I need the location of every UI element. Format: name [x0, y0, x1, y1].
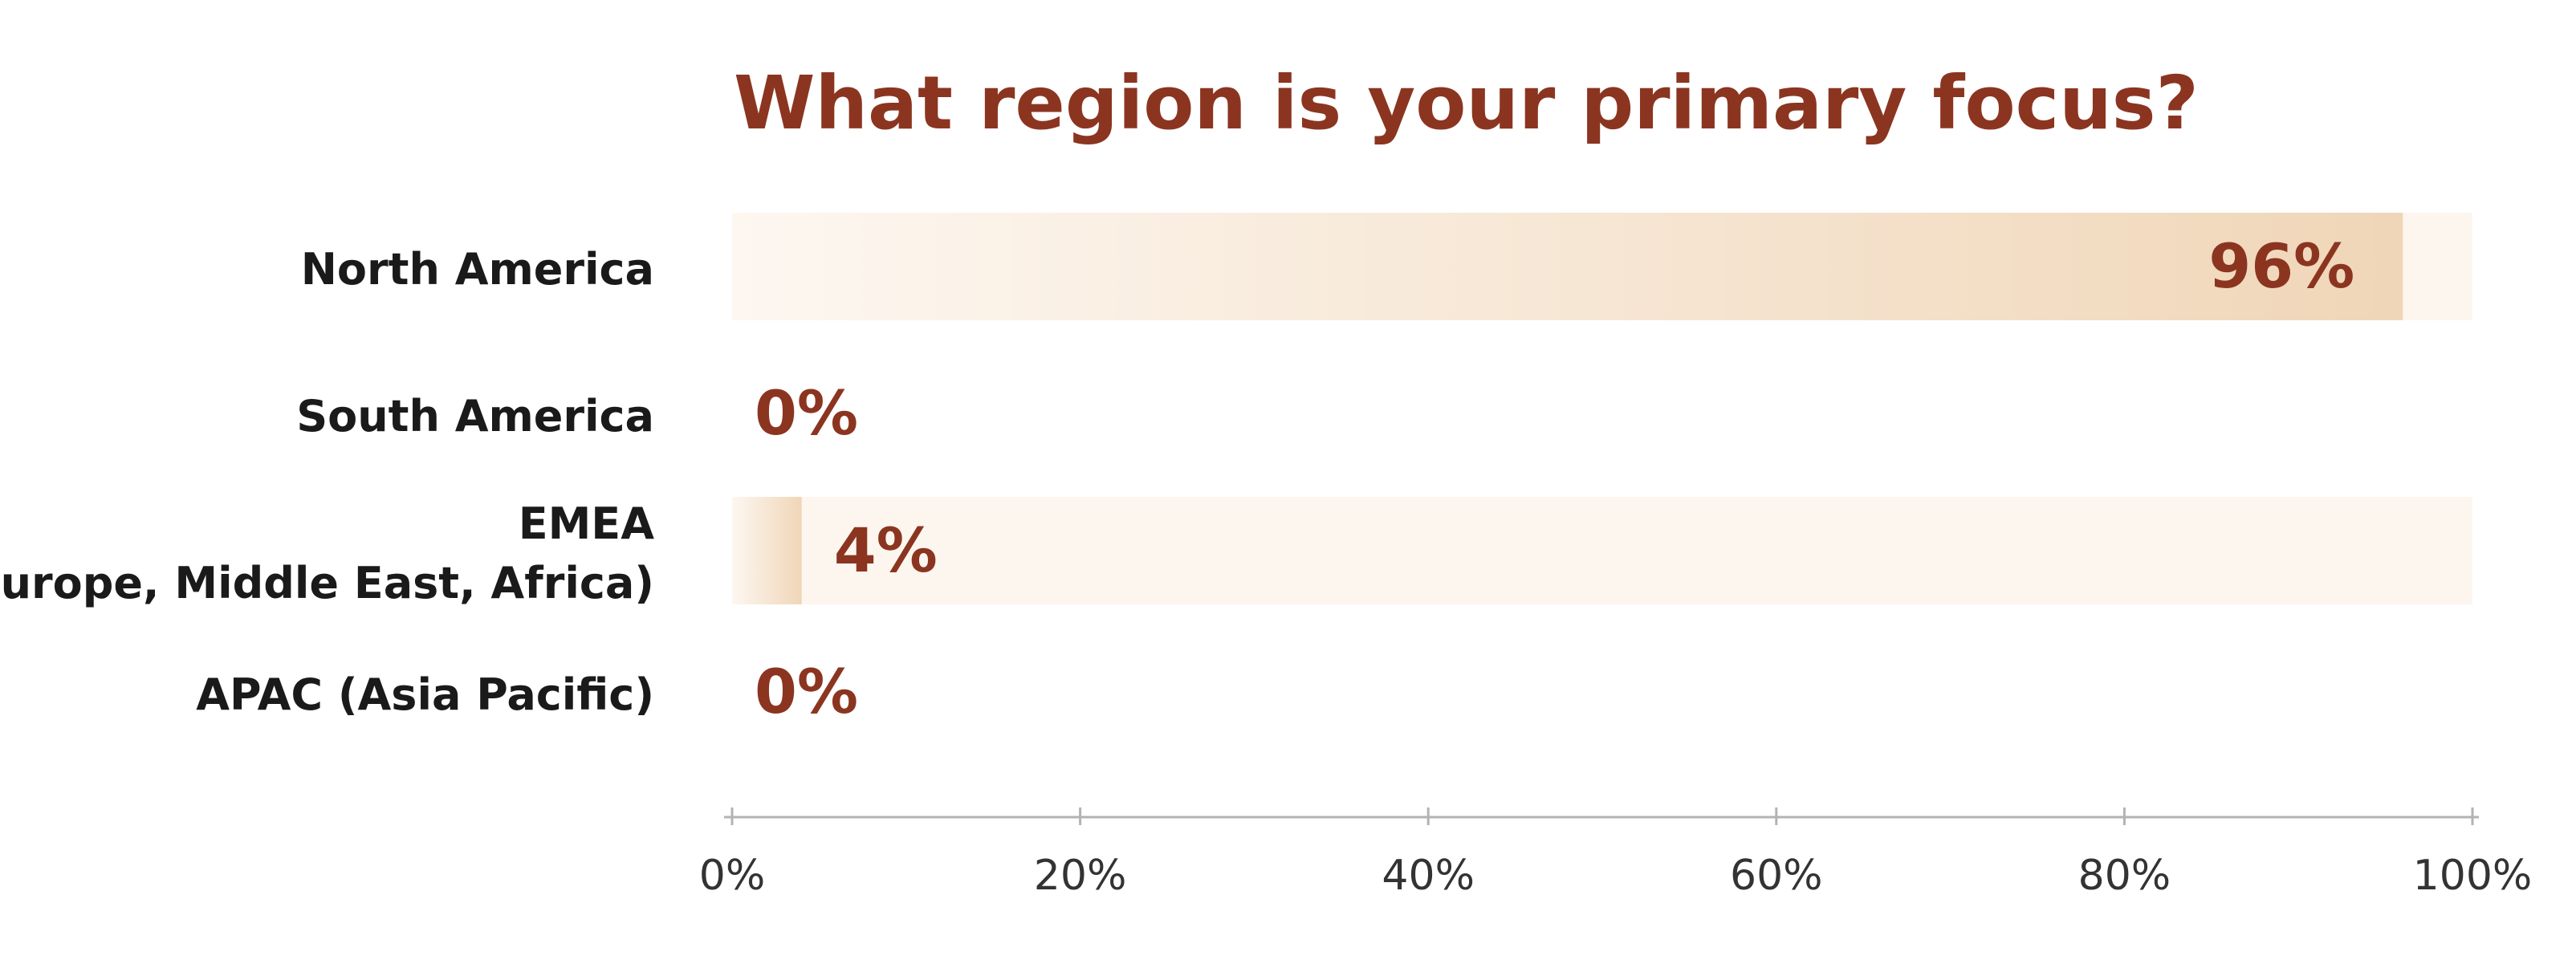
- x-tick-label: 0%: [699, 852, 766, 900]
- bar: [732, 213, 2403, 320]
- x-axis: 0% 20% 40% 60% 80% 100%: [699, 807, 2533, 900]
- bar-row: APAC (Asia Pacific) 0%: [196, 656, 858, 727]
- x-tick-label: 80%: [2078, 852, 2171, 900]
- category-label: APAC (Asia Pacific): [196, 669, 654, 720]
- x-tick-label: 20%: [1034, 852, 1127, 900]
- category-label: (Europe, Middle East, Africa): [0, 558, 654, 608]
- bar-row: South America 0%: [296, 377, 858, 449]
- x-tick-label: 60%: [1730, 852, 1823, 900]
- category-label: South America: [296, 391, 654, 441]
- bar-row: EMEA (Europe, Middle East, Africa) 4%: [0, 497, 2472, 608]
- value-label: 0%: [755, 656, 858, 727]
- bar-rows: North America 96% South America 0% EMEA (Euro…: [0, 213, 2472, 727]
- value-label: 96%: [2208, 230, 2354, 302]
- value-label: 0%: [755, 377, 858, 449]
- x-tick-label: 100%: [2413, 852, 2533, 900]
- value-label: 4%: [834, 515, 938, 586]
- bar-track: [732, 497, 2472, 604]
- chart-title: What region is your primary focus?: [734, 60, 2199, 146]
- x-tick-label: 40%: [1382, 852, 1475, 900]
- bar-row: North America 96%: [301, 213, 2472, 320]
- bar: [732, 497, 802, 604]
- category-label: North America: [301, 244, 654, 295]
- category-label: EMEA: [519, 498, 655, 549]
